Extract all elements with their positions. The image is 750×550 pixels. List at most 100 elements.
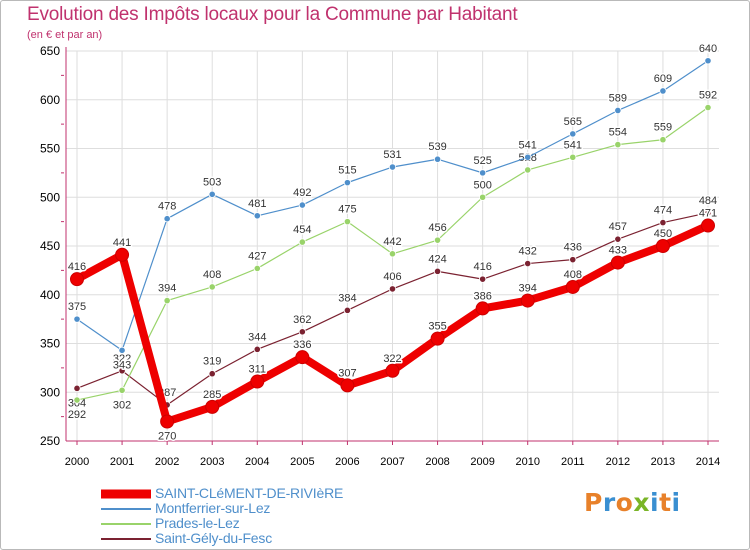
montferrier-series-data-label: 640: [699, 43, 717, 55]
legend-swatch-saint-gely: [101, 537, 151, 540]
prades-series-point: [479, 193, 487, 201]
saint-clement-series-point: [340, 378, 355, 393]
montferrier-series-data-label: 343: [113, 359, 131, 371]
saint-clement-series-data-label: 394: [519, 283, 537, 295]
montferrier-series-data-label: 609: [654, 73, 672, 85]
y-tick-label: 650: [40, 44, 60, 58]
prades-series-data-label: 442: [383, 236, 401, 248]
prades-series-data-label: 292: [68, 409, 86, 421]
montferrier-series-data-label: 478: [158, 201, 176, 213]
prades-series-data-label: 454: [293, 224, 311, 236]
logo-letter: r: [602, 488, 616, 517]
x-tick-label: 2013: [651, 456, 675, 468]
saint-clement-series-point: [475, 301, 490, 316]
prades-series-data-label: 302: [113, 399, 131, 411]
montferrier-series-point: [479, 169, 487, 177]
x-tick-label: 2011: [561, 456, 585, 468]
logo-letter: i: [650, 488, 660, 517]
saint-gely-series-data-label: 416: [473, 261, 491, 273]
prades-series-point: [343, 218, 352, 226]
x-tick-label: 2012: [606, 456, 630, 468]
prades-series-point: [298, 238, 306, 246]
prades-series-data-label: 427: [248, 250, 266, 262]
saint-clement-series-data-label: 270: [158, 431, 176, 443]
prades-series-point: [208, 283, 216, 291]
saint-gely-series-data-label: 432: [519, 246, 537, 258]
legend-swatch-prades: [101, 522, 151, 525]
y-tick-label: 500: [40, 190, 60, 204]
prades-series-point: [118, 386, 126, 394]
x-tick-label: 2006: [335, 456, 359, 468]
montferrier-series-data-label: 375: [68, 301, 86, 313]
legend-item-saint-clement: SAINT-CLéMENT-DE-RIVIèRE: [101, 486, 421, 501]
saint-clement-series-data-label: 336: [293, 339, 311, 351]
saint-clement-series-point: [385, 363, 400, 378]
saint-clement-series-point: [565, 279, 580, 294]
y-tick-label: 250: [40, 434, 60, 448]
montferrier-series-data-label: 565: [564, 116, 582, 128]
prades-series-point: [704, 103, 712, 112]
legend-item-prades: Prades-le-Lez: [101, 516, 421, 531]
saint-clement-series-data-label: 285: [203, 389, 221, 401]
saint-gely-series-data-label: 457: [609, 221, 627, 233]
legend-item-saint-gely: Saint-Gély-du-Fesc: [101, 531, 421, 546]
x-tick-label: 2014: [696, 456, 720, 468]
saint-clement-series-point: [250, 374, 265, 389]
prades-series-point: [253, 264, 261, 273]
montferrier-series-point: [208, 190, 216, 198]
saint-clement-series-data-label: 408: [564, 269, 582, 281]
prades-series-point: [163, 296, 171, 305]
saint-clement-series-data-label: 471: [699, 208, 717, 220]
montferrier-series-data-label: 503: [203, 176, 221, 188]
saint-gely-series-point: [614, 235, 622, 243]
prades-series-point: [433, 236, 442, 244]
legend-swatch-saint-clement: [101, 489, 151, 498]
saint-gely-series-data-label: 474: [654, 205, 672, 217]
x-tick-label: 2010: [515, 456, 539, 468]
saint-gely-series-point: [298, 328, 306, 336]
prades-series-point: [614, 141, 622, 149]
logo-letter: i: [671, 488, 681, 517]
saint-gely-series-data-label: 436: [564, 242, 582, 254]
y-tick-label: 600: [40, 93, 60, 107]
logo-letter: P: [584, 488, 603, 517]
saint-clement-series-data-label: 355: [428, 321, 446, 333]
montferrier-series-data-label: 481: [248, 198, 266, 210]
montferrier-series-data-label: 589: [609, 92, 627, 104]
saint-clement-series-point: [205, 399, 220, 414]
saint-clement-series-data-label: 441: [113, 237, 131, 249]
prades-series-data-label: 554: [609, 127, 627, 139]
prades-series-data-label: 500: [473, 179, 491, 191]
saint-gely-series-point: [118, 367, 126, 375]
montferrier-series-point: [569, 130, 577, 138]
legend-label-prades: Prades-le-Lez: [155, 515, 240, 531]
saint-gely-series-point: [479, 275, 487, 283]
legend-swatch-montferrier: [101, 507, 151, 510]
saint-gely-series-point: [208, 370, 216, 378]
montferrier-series-point: [704, 57, 712, 65]
montferrier-series-point: [433, 155, 442, 163]
prades-series-point: [388, 250, 397, 258]
montferrier-series-data-label: 541: [519, 139, 537, 151]
montferrier-series-point: [118, 346, 126, 354]
y-tick-label: 450: [40, 239, 60, 253]
proxiti-logo: Proxiti: [584, 488, 681, 517]
montferrier-series-point: [614, 106, 622, 115]
saint-clement-series-data-label: 433: [609, 245, 627, 257]
x-tick-label: 2003: [200, 456, 224, 468]
saint-clement-series-data-label: 416: [68, 261, 86, 273]
montferrier-series-point: [659, 87, 667, 95]
x-tick-label: 2004: [245, 456, 269, 468]
saint-clement-series-point: [160, 414, 175, 429]
prades-series-point: [73, 396, 81, 404]
logo-letter: x: [633, 488, 650, 517]
saint-clement-series-point: [295, 350, 310, 365]
saint-gely-series-data-label: 484: [699, 195, 717, 207]
saint-gely-series-point: [524, 259, 532, 268]
chart-subtitle: (en € et par an): [27, 29, 103, 41]
prades-series-data-label: 408: [203, 269, 221, 281]
saint-gely-series-data-label: 362: [293, 314, 311, 326]
x-tick-label: 2007: [380, 456, 404, 468]
montferrier-series-point: [524, 153, 532, 161]
saint-clement-series-data-label: 311: [249, 364, 267, 376]
